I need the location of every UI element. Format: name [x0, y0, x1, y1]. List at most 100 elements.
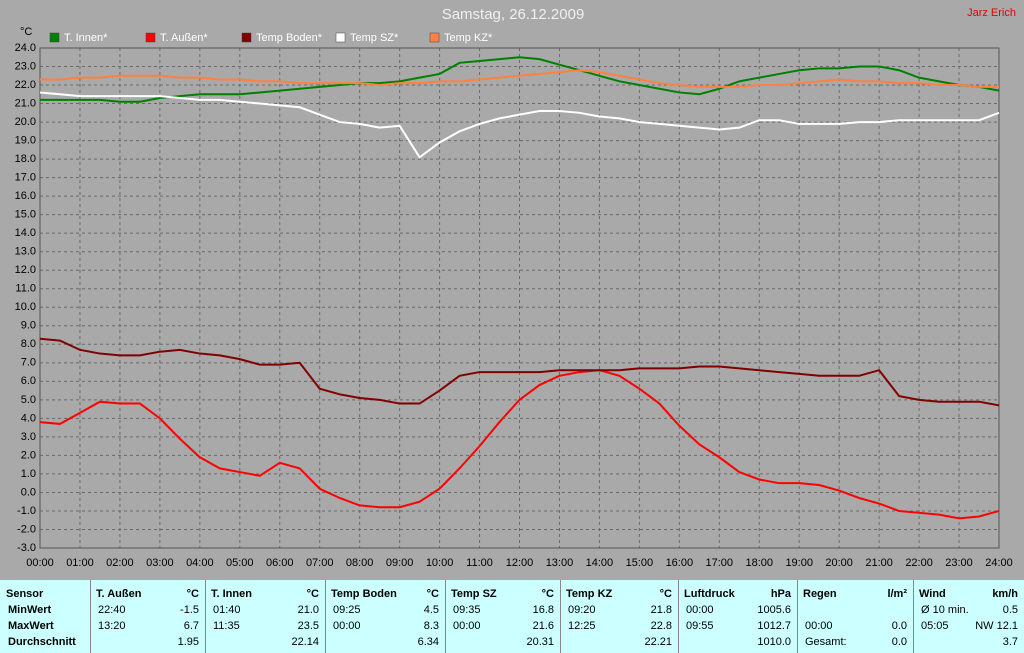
legend-swatch [241, 32, 252, 43]
legend-swatch [49, 32, 60, 43]
legend-label: Temp SZ* [350, 32, 399, 44]
series-line [39, 337, 1000, 407]
legend-label: T. Innen* [64, 32, 108, 44]
cell-value: 21.6 [532, 620, 554, 632]
y-tick-label: 18.0 [15, 153, 36, 165]
x-tick-label: 01:00 [66, 557, 94, 569]
row-label: Durchschnitt [8, 636, 76, 648]
y-tick-label: 19.0 [15, 134, 36, 146]
y-tick-label: 9.0 [21, 320, 36, 332]
column-separator [797, 580, 798, 653]
cell-value: 1005.6 [757, 604, 791, 616]
x-tick-label: 17:00 [706, 557, 734, 569]
column-unit: °C [426, 588, 439, 600]
x-tick-label: 22:00 [905, 557, 933, 569]
chart: Samstag, 26.12.2009 Jarz Erich °C -3.0 -2… [15, 6, 1016, 569]
y-tick-label: 16.0 [15, 190, 36, 202]
legend-swatch [429, 32, 440, 43]
x-tick-label: 11:00 [466, 557, 493, 569]
x-tick-label: 09:00 [386, 557, 414, 569]
legend-label: Temp Boden* [256, 32, 323, 44]
watermark: Jarz Erich [967, 7, 1016, 19]
y-tick-label: 3.0 [21, 431, 36, 443]
column-separator [205, 580, 206, 653]
x-tick-label: 24:00 [985, 557, 1013, 569]
column-separator [90, 580, 91, 653]
cell-value: 0.0 [891, 620, 907, 632]
cell-value: 1010.0 [757, 636, 791, 648]
x-tick-label: 13:00 [546, 557, 574, 569]
column-unit: l/m² [887, 588, 907, 600]
y-tick-label: 10.0 [15, 301, 36, 313]
y-tick-label: 23.0 [15, 60, 36, 72]
x-tick-label: 08:00 [346, 557, 374, 569]
cell-value: 6.34 [417, 636, 439, 648]
chart-title: Samstag, 26.12.2009 [442, 6, 585, 23]
x-tick-label: 23:00 [945, 557, 973, 569]
column-separator [325, 580, 326, 653]
cell-value: 20.31 [526, 636, 554, 648]
stats-table: Sensor T. Außen °C T. Innen °C Temp Boden °C Te… [0, 580, 1024, 653]
cell-key: 09:25 [333, 604, 361, 616]
cell-value: 0.5 [1002, 604, 1018, 616]
y-tick-label: 5.0 [21, 394, 36, 406]
legend-label: T. Außen* [160, 32, 208, 44]
column-separator [913, 580, 914, 653]
x-tick-label: 03:00 [146, 557, 174, 569]
y-tick-label: 0.0 [21, 486, 36, 498]
cell-key: 22:40 [98, 604, 126, 616]
cell-value: 21.0 [297, 604, 319, 616]
y-tick-label: -1.0 [17, 505, 36, 517]
y-tick-label: 13.0 [15, 246, 36, 258]
cell-value: 21.8 [650, 604, 672, 616]
y-tick-label: 20.0 [15, 116, 36, 128]
y-tick-label: 7.0 [21, 357, 36, 369]
column-header: Luftdruck [684, 588, 735, 600]
x-tick-label: 19:00 [785, 557, 813, 569]
y-tick-label: 14.0 [15, 227, 36, 239]
plot-frame [39, 47, 1000, 549]
column-header: Wind [919, 588, 946, 600]
cell-value: 1.95 [177, 636, 199, 648]
cell-key: 05:05 [921, 620, 949, 632]
cell-value: 22.14 [291, 636, 319, 648]
x-tick-label: 14:00 [586, 557, 614, 569]
x-tick-label: 07:00 [306, 557, 334, 569]
column-header: Temp KZ [566, 588, 613, 600]
cell-value: 16.8 [532, 604, 554, 616]
cell-key: 00:00 [686, 604, 714, 616]
cell-value: 23.5 [297, 620, 319, 632]
column-unit: °C [659, 588, 672, 600]
x-tick-label: 16:00 [666, 557, 694, 569]
y-tick-label: 21.0 [15, 97, 36, 109]
cell-key: 12:25 [568, 620, 596, 632]
series-line [40, 69, 999, 88]
cell-key: Ø 10 min. [921, 604, 969, 616]
cell-value: 0.0 [891, 636, 907, 648]
column-unit: °C [306, 588, 319, 600]
y-tick-label: 8.0 [21, 338, 36, 350]
series-line [39, 91, 1000, 159]
cell-value: 6.7 [183, 620, 199, 632]
y-tick-label: 24.0 [15, 42, 36, 54]
cell-value: NW 12.1 [975, 620, 1018, 632]
y-tick-label: 17.0 [15, 172, 36, 184]
y-tick-label: 15.0 [15, 209, 36, 221]
y-tick-label: 1.0 [21, 468, 36, 480]
y-tick-label: 2.0 [21, 449, 36, 461]
legend-label: Temp KZ* [444, 32, 493, 44]
cell-key: 01:40 [213, 604, 241, 616]
cell-key: 00:00 [453, 620, 481, 632]
y-tick-label: -3.0 [17, 542, 36, 554]
cell-key: Gesamt: [805, 636, 847, 648]
cell-value: 22.8 [650, 620, 672, 632]
x-tick-label: 18:00 [745, 557, 773, 569]
column-header: T. Außen [96, 588, 142, 600]
x-tick-label: 12:00 [506, 557, 534, 569]
row-label: MaxWert [8, 620, 54, 632]
column-unit: hPa [770, 588, 791, 600]
y-tick-label: -2.0 [17, 523, 36, 535]
series-line [39, 369, 1000, 520]
legend-swatch [335, 32, 346, 43]
cell-value: 3.7 [1002, 636, 1018, 648]
